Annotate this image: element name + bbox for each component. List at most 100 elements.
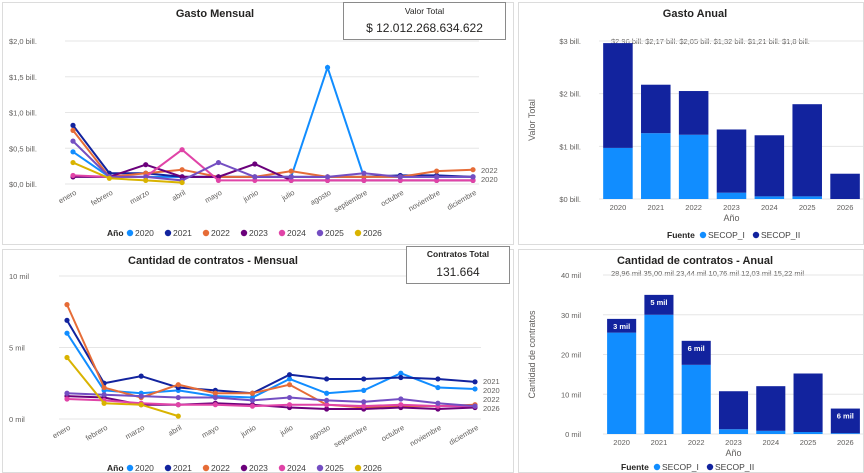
gasto-mensual-legend-title: Año xyxy=(107,228,124,238)
gasto-anual-bar-SECOP_I-2022 xyxy=(678,134,709,199)
contratos-mensual-xtick: marzo xyxy=(124,423,147,441)
contratos-mensual-xtick: septiembre xyxy=(332,423,369,449)
chart-gasto-mensual[interactable]: Gasto Mensual $0,0 bill. $0,5 bill. $1,0 bi… xyxy=(3,3,514,245)
contratos-mensual-point-2020 xyxy=(398,370,404,376)
contratos-anual-xtick: 2021 xyxy=(651,438,668,447)
contratos-mensual-legend-item-2026: 2026 xyxy=(363,463,382,473)
gasto-anual-xlabel: Año xyxy=(723,213,739,223)
contratos-mensual-point-2020 xyxy=(435,384,441,391)
gasto-mensual-ytick: $2,0 bill. xyxy=(9,37,37,46)
contratos-mensual-point-2022 xyxy=(175,382,181,388)
chart-contratos-anual[interactable]: Cantidad de contratos - Anual 28,96 mil 3… xyxy=(519,250,864,473)
contratos-anual-xtick: 2025 xyxy=(800,438,817,447)
gasto-anual-legend-item-SECOP_I: SECOP_I xyxy=(708,230,745,240)
gasto-anual-xtick: 2020 xyxy=(610,203,627,212)
gasto-anual-legend-title: Fuente xyxy=(667,230,695,240)
gasto-anual-bar-SECOP_II-2020 xyxy=(603,43,633,148)
gasto-mensual-point-2024 xyxy=(252,177,258,184)
contratos-anual-bar-SECOP_I-2021 xyxy=(644,314,674,434)
contratos-mensual-point-2022 xyxy=(286,382,293,388)
contratos-anual-legend-marker-SECOP_II xyxy=(706,463,714,471)
gasto-mensual-legend-item-2022: 2022 xyxy=(211,228,230,238)
gasto-anual-ytick: $2 bill. xyxy=(559,90,581,99)
gasto-anual-xtick: 2024 xyxy=(761,203,778,212)
gasto-mensual-point-2025 xyxy=(215,159,222,166)
gasto-anual-bar-SECOP_I-2021 xyxy=(641,133,671,199)
contratos-mensual-end-label: 2026 xyxy=(483,404,500,413)
gasto-mensual-legend-marker-2024 xyxy=(278,229,286,237)
gasto-anual-xtick: 2021 xyxy=(647,203,664,212)
gasto-anual-ytick: $1 bill. xyxy=(559,142,581,151)
gasto-mensual-xtick: mayo xyxy=(203,188,223,205)
contratos-mensual-point-2024 xyxy=(286,402,293,408)
gasto-mensual-point-2026 xyxy=(179,179,185,186)
gasto-mensual-legend-item-2025: 2025 xyxy=(325,228,344,238)
gasto-mensual-point-2024 xyxy=(70,172,76,179)
gasto-mensual-series-2023 xyxy=(73,162,473,182)
gasto-mensual-point-2022 xyxy=(70,127,76,133)
gasto-anual-legend-marker-SECOP_I xyxy=(699,231,707,239)
gasto-mensual-xtick: septiembre xyxy=(332,188,369,214)
gasto-anual-bar-SECOP_I-2020 xyxy=(603,147,633,199)
gasto-mensual-point-2023 xyxy=(252,161,258,167)
contratos-anual-legend-item-SECOP_II: SECOP_II xyxy=(715,462,754,472)
card-contratos-total: Contratos Total 131.664 xyxy=(406,246,510,284)
contratos-anual-segment-label: 3 mil xyxy=(613,322,630,331)
contratos-anual-xtick: 2024 xyxy=(762,438,779,447)
contratos-mensual-xtick: enero xyxy=(51,423,72,440)
gasto-mensual-xtick: enero xyxy=(57,188,78,205)
contratos-anual-segment-label: 6 mil xyxy=(837,412,854,421)
contratos-mensual-xtick: junio xyxy=(238,423,257,439)
contratos-mensual-point-2020 xyxy=(361,387,367,393)
panel-gasto-anual: Gasto Anual $2,96 bill. $2,17 bill. $2,05… xyxy=(518,2,864,245)
contratos-mensual-point-2021 xyxy=(286,372,293,378)
card-valor-total: Valor Total $ 12.012.268.634.622 xyxy=(343,2,506,40)
contratos-mensual-legend-item-2025: 2025 xyxy=(325,463,344,473)
contratos-mensual-point-2021 xyxy=(472,379,478,385)
contratos-anual-segment-label: 5 mil xyxy=(650,298,667,307)
gasto-anual-bar-SECOP_II-2021 xyxy=(641,84,671,134)
contratos-mensual-legend-marker-2022 xyxy=(202,464,210,472)
gasto-mensual-point-2022 xyxy=(434,168,440,174)
gasto-mensual-ytick: $1,5 bill. xyxy=(9,73,37,82)
contratos-mensual-point-2022 xyxy=(212,390,218,396)
gasto-anual-xtick: 2026 xyxy=(837,203,854,212)
contratos-mensual-point-2026 xyxy=(64,354,70,361)
gasto-mensual-point-2022 xyxy=(288,168,294,174)
gasto-mensual-point-2026 xyxy=(70,159,76,166)
contratos-mensual-series-2025 xyxy=(66,392,476,408)
gasto-anual-bar-SECOP_II-2026 xyxy=(830,173,860,199)
contratos-mensual-ytick: 5 mil xyxy=(9,344,25,353)
gasto-anual-bar-SECOP_I-2023 xyxy=(716,192,747,199)
chart-gasto-anual[interactable]: Gasto Anual$2,96 bill. $2,17 bill. $2,05… xyxy=(519,3,864,245)
contratos-anual-ylabel: Cantidad de contratos xyxy=(527,310,537,399)
contratos-mensual-xtick: octubre xyxy=(380,423,406,443)
contratos-mensual-point-2021 xyxy=(435,376,441,382)
gasto-mensual-point-2025 xyxy=(143,174,149,180)
gasto-mensual-point-2025 xyxy=(470,174,476,180)
gasto-mensual-xtick: noviembre xyxy=(407,188,442,213)
gasto-mensual-xtick: julio xyxy=(279,188,296,203)
gasto-mensual-point-2024 xyxy=(361,177,367,184)
gasto-mensual-point-2023 xyxy=(143,162,149,168)
gasto-anual-bar-SECOP_II-2023 xyxy=(716,129,747,193)
gasto-mensual-legend-item-2020: 2020 xyxy=(135,228,154,238)
gasto-mensual-point-2025 xyxy=(434,174,440,180)
contratos-mensual-point-2021 xyxy=(138,373,144,379)
contratos-mensual-xtick: noviembre xyxy=(408,423,443,448)
card-contratos-total-value: 131.664 xyxy=(436,265,480,279)
contratos-mensual-point-2022 xyxy=(101,384,107,391)
gasto-mensual-point-2021 xyxy=(70,122,76,128)
gasto-mensual-point-2024 xyxy=(288,177,294,184)
gasto-mensual-series-2025 xyxy=(72,140,473,182)
contratos-mensual-legend-marker-2025 xyxy=(316,464,324,472)
contratos-anual-legend-item-SECOP_I: SECOP_I xyxy=(662,462,699,472)
gasto-mensual-xtick: junio xyxy=(241,188,260,204)
contratos-mensual-point-2026 xyxy=(138,402,144,408)
contratos-anual-xtick: 2022 xyxy=(688,438,705,447)
gasto-mensual-point-2022 xyxy=(179,167,185,173)
gasto-mensual-series-2020 xyxy=(72,64,473,178)
chart-contratos-mensual[interactable]: Cantidad de contratos - Mensual 0 mil 5 mi… xyxy=(3,250,514,473)
contratos-mensual-legend-item-2024: 2024 xyxy=(287,463,306,473)
contratos-mensual-point-2026 xyxy=(101,400,107,406)
